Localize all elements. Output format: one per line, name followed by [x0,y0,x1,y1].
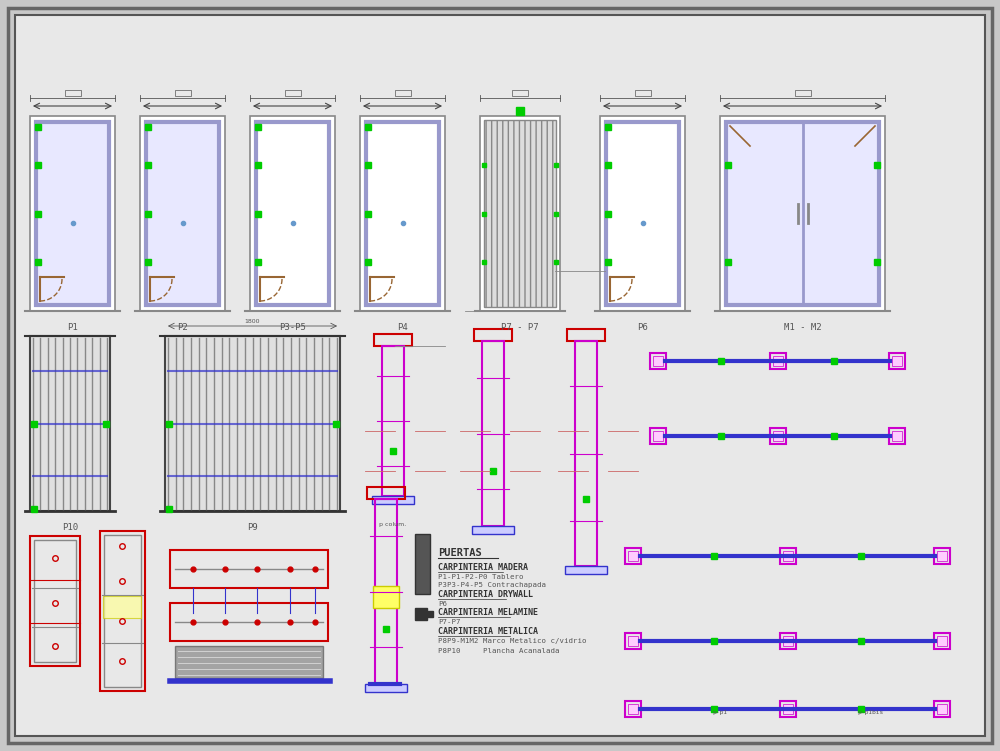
Bar [628,704,638,714]
Text: P7-P7: P7-P7 [438,619,460,625]
Bar [165,336,340,511]
Bar [103,596,141,618]
Bar [782,636,792,646]
Bar [367,487,405,499]
Bar [782,551,792,561]
Bar [175,646,323,678]
Bar [256,122,329,305]
Bar [780,701,796,717]
Bar [285,90,300,96]
Bar [484,120,556,307]
Bar [30,536,80,666]
Bar [934,548,950,564]
Bar [600,116,685,311]
Bar [30,336,110,511]
Text: P2: P2 [177,323,188,332]
Text: P3P3-P4-P5 Contrachapada: P3P3-P4-P5 Contrachapada [438,582,546,588]
Text: M1 - M2: M1 - M2 [784,323,821,332]
Text: P6: P6 [438,601,447,607]
Bar [373,586,399,608]
Bar [366,122,439,305]
Bar [372,496,414,504]
Bar [250,116,335,311]
Bar [628,551,638,561]
Bar [653,431,663,441]
Bar [892,431,902,441]
Bar [720,116,885,311]
Bar [635,90,650,96]
Bar [482,341,504,526]
Bar [934,701,950,717]
Text: p-p1: p-p1 [712,710,728,715]
Bar [34,540,76,662]
Bar [474,329,512,341]
Bar [472,526,514,534]
Bar [565,566,607,574]
Text: P7 - P7: P7 - P7 [501,323,539,332]
Text: P3-P5: P3-P5 [279,323,306,332]
Text: CARPINTERIA MELAMINE: CARPINTERIA MELAMINE [438,608,538,617]
Bar [170,550,328,588]
Bar [36,122,109,305]
Bar [794,90,810,96]
Text: P8P10     Plancha Acanalada: P8P10 Plancha Acanalada [438,648,560,654]
Bar [64,90,80,96]
Bar [937,704,947,714]
Text: P8P9-M1M2 Marco Metalico c/vidrio: P8P9-M1M2 Marco Metalico c/vidrio [438,638,586,644]
Bar [374,334,412,346]
Bar [628,636,638,646]
Bar [480,116,560,311]
Bar [170,603,328,641]
Bar [512,90,528,96]
Bar [770,353,786,369]
Bar [770,428,786,444]
Text: P4: P4 [397,323,408,332]
Bar [892,356,902,366]
Bar [365,684,407,692]
Bar [772,356,782,366]
Bar [382,346,404,496]
Text: 1800: 1800 [244,319,260,324]
Bar [100,531,145,691]
Text: P6: P6 [637,323,648,332]
Text: P1-P1-P2-P0 Tablero: P1-P1-P2-P0 Tablero [438,574,524,580]
Bar [650,353,666,369]
Text: CARPINTERIA MADERA: CARPINTERIA MADERA [438,563,528,572]
Bar [575,341,597,566]
Bar [937,551,947,561]
Bar [415,534,430,594]
Bar [889,428,905,444]
Bar [104,535,141,687]
Bar [375,499,397,684]
Bar [653,356,663,366]
Text: p colum.: p colum. [379,522,407,527]
Bar [625,548,641,564]
Bar [30,116,115,311]
Bar [394,90,411,96]
Bar [780,548,796,564]
Bar [146,122,219,305]
Text: P1: P1 [67,323,78,332]
Bar [625,701,641,717]
Text: CARPINTERIA METALICA: CARPINTERIA METALICA [438,627,538,636]
Bar [937,636,947,646]
Text: P9: P9 [247,523,258,532]
Bar [889,353,905,369]
Bar [780,633,796,649]
Bar [650,428,666,444]
Bar [934,633,950,649]
Bar [175,90,190,96]
Bar [726,122,879,305]
Text: p-p1bis: p-p1bis [857,710,883,715]
Bar [567,329,605,341]
Bar [782,704,792,714]
Text: PUERTAS: PUERTAS [438,548,482,558]
Text: P10: P10 [62,523,78,532]
Text: CARPINTERIA DRYWALL: CARPINTERIA DRYWALL [438,590,533,599]
Bar [772,431,782,441]
Bar [140,116,225,311]
Bar [606,122,679,305]
Bar [625,633,641,649]
Bar [360,116,445,311]
